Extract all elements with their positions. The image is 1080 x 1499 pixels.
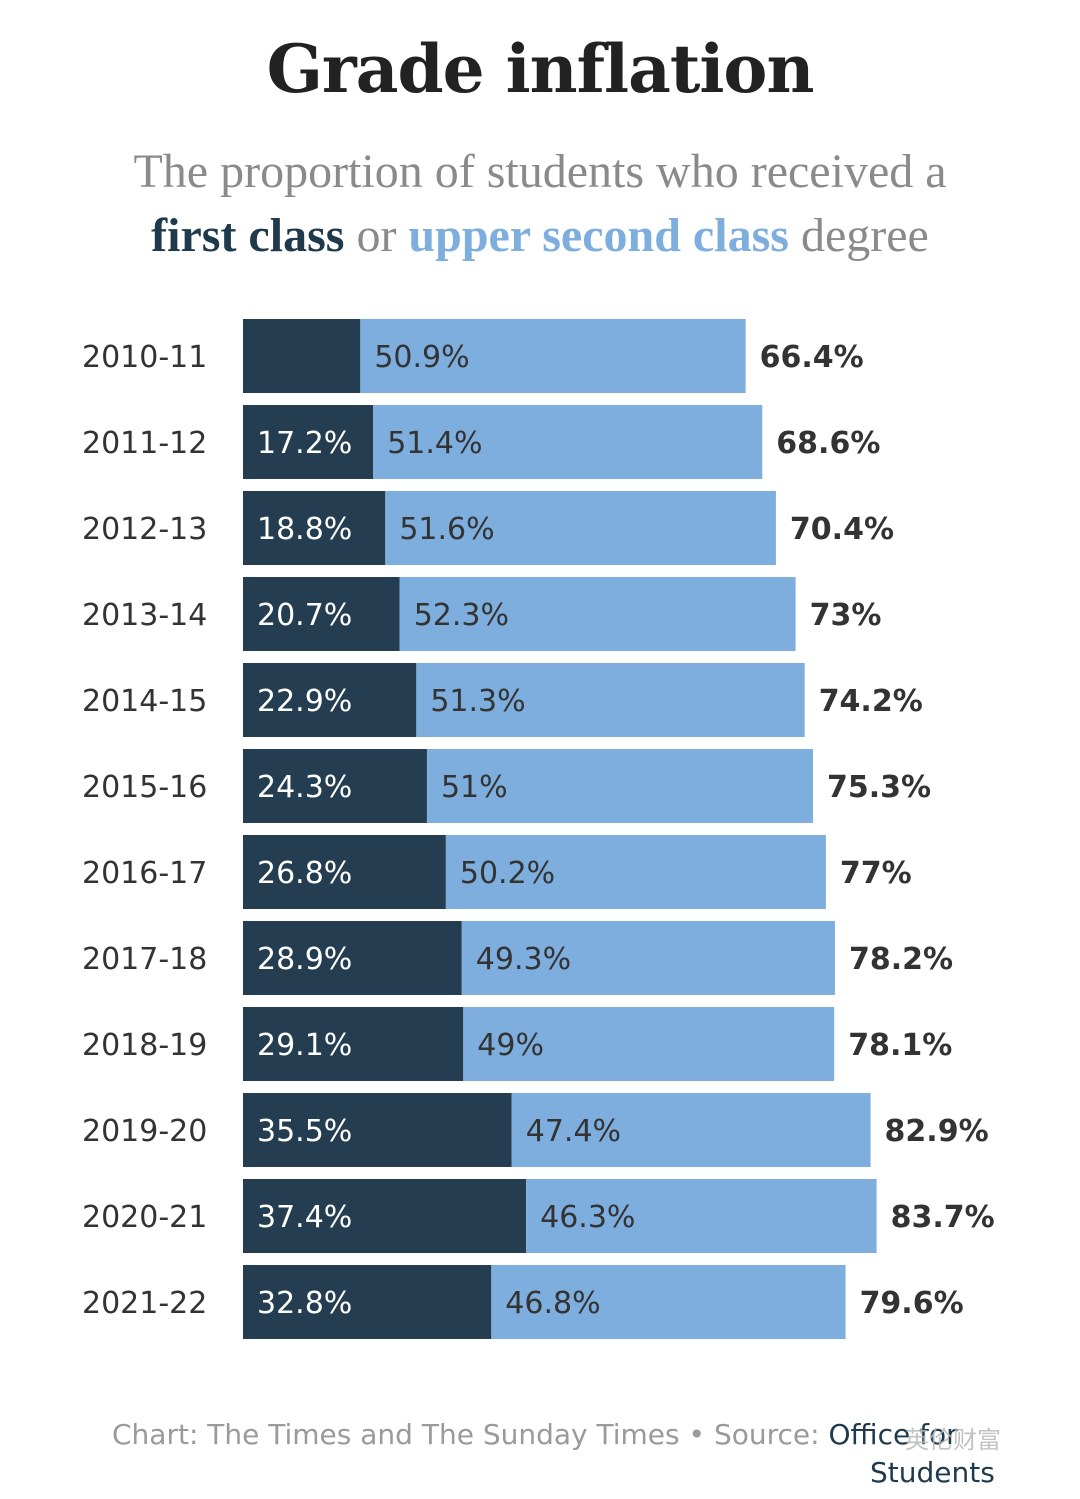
total-value-label: 78.2% bbox=[849, 942, 953, 977]
year-label: 2016-17 bbox=[82, 856, 207, 891]
year-label: 2021-22 bbox=[82, 1286, 207, 1321]
first-class-value-label: 26.8% bbox=[257, 856, 352, 891]
source-label: Source: bbox=[713, 1418, 820, 1451]
bar-upper-second bbox=[416, 663, 805, 737]
bar-first-class bbox=[243, 749, 427, 823]
bar-first-class bbox=[243, 405, 374, 479]
subtitle-or: or bbox=[356, 209, 397, 262]
total-value-label: 66.4% bbox=[760, 340, 864, 375]
bar-first-class bbox=[243, 835, 446, 909]
upper-second-value-label: 47.4% bbox=[526, 1114, 621, 1149]
year-label: 2017-18 bbox=[82, 942, 207, 977]
first-class-value-label: 24.3% bbox=[257, 770, 352, 805]
footer-separator: • bbox=[688, 1418, 706, 1451]
upper-second-value-label: 49.3% bbox=[476, 942, 571, 977]
chart-subtitle: The proportion of students who received … bbox=[60, 140, 1020, 268]
source-link[interactable]: Office for bbox=[828, 1418, 958, 1451]
source-link-continued[interactable]: Students bbox=[870, 1456, 995, 1489]
total-value-label: 75.3% bbox=[827, 770, 931, 805]
bar-upper-second bbox=[426, 749, 814, 823]
bar-first-class bbox=[243, 319, 361, 393]
upper-second-value-label: 50.9% bbox=[374, 340, 469, 375]
year-label: 2013-14 bbox=[82, 598, 207, 633]
first-class-value-label: 20.7% bbox=[257, 598, 352, 633]
year-label: 2015-16 bbox=[82, 770, 207, 805]
bar-upper-second bbox=[360, 319, 746, 393]
bar-first-class bbox=[243, 921, 462, 995]
upper-second-value-label: 51% bbox=[441, 770, 508, 805]
upper-second-value-label: 46.8% bbox=[505, 1286, 600, 1321]
total-value-label: 74.2% bbox=[819, 684, 923, 719]
total-value-label: 70.4% bbox=[790, 512, 894, 547]
total-value-label: 82.9% bbox=[885, 1114, 989, 1149]
bar-upper-second bbox=[445, 835, 826, 909]
upper-second-value-label: 46.3% bbox=[540, 1200, 635, 1235]
upper-second-value-label: 50.2% bbox=[460, 856, 555, 891]
upper-second-value-label: 49% bbox=[477, 1028, 544, 1063]
year-label: 2019-20 bbox=[82, 1114, 207, 1149]
subtitle-text: The proportion of students who received … bbox=[133, 145, 947, 198]
upper-second-value-label: 51.4% bbox=[387, 426, 482, 461]
bar-first-class bbox=[243, 577, 400, 651]
year-label: 2012-13 bbox=[82, 512, 207, 547]
subtitle-first-class: first class bbox=[151, 209, 345, 262]
bar-upper-second bbox=[526, 1179, 877, 1253]
bar-first-class bbox=[243, 1007, 464, 1081]
stacked-bar-chart: 2010-11 50.9% 66.4% 2011-12 17.2% 51.4% 68.6% 2… bbox=[82, 319, 995, 1339]
year-label: 2020-21 bbox=[82, 1200, 207, 1235]
year-label: 2011-12 bbox=[82, 426, 207, 461]
watermark: 英伦财富 bbox=[905, 1426, 1001, 1454]
bar-upper-second bbox=[463, 1007, 835, 1081]
first-class-value-label: 35.5% bbox=[257, 1114, 352, 1149]
total-value-label: 78.1% bbox=[848, 1028, 952, 1063]
upper-second-value-label: 51.3% bbox=[430, 684, 525, 719]
upper-second-value-label: 52.3% bbox=[414, 598, 509, 633]
first-class-value-label: 29.1% bbox=[257, 1028, 352, 1063]
bar-first-class bbox=[243, 491, 386, 565]
bar-upper-second bbox=[511, 1093, 871, 1167]
bar-first-class bbox=[243, 1265, 492, 1339]
year-label: 2010-11 bbox=[82, 340, 207, 375]
bar-upper-second bbox=[491, 1265, 846, 1339]
chart-credit: Chart: The Times and The Sunday Times bbox=[112, 1418, 680, 1451]
total-value-label: 79.6% bbox=[860, 1286, 964, 1321]
subtitle-degree: degree bbox=[800, 209, 929, 262]
total-value-label: 68.6% bbox=[776, 426, 880, 461]
first-class-value-label: 17.2% bbox=[257, 426, 352, 461]
bar-first-class bbox=[243, 1179, 527, 1253]
bar-first-class bbox=[243, 663, 417, 737]
first-class-value-label: 32.8% bbox=[257, 1286, 352, 1321]
first-class-value-label: 22.9% bbox=[257, 684, 352, 719]
upper-second-value-label: 51.6% bbox=[399, 512, 494, 547]
chart-footer: Chart: The Times and The Sunday Times • … bbox=[112, 1418, 958, 1451]
first-class-value-label: 28.9% bbox=[257, 942, 352, 977]
total-value-label: 73% bbox=[810, 598, 882, 633]
total-value-label: 83.7% bbox=[891, 1200, 995, 1235]
bar-upper-second bbox=[461, 921, 835, 995]
first-class-value-label: 18.8% bbox=[257, 512, 352, 547]
bar-first-class bbox=[243, 1093, 512, 1167]
year-label: 2014-15 bbox=[82, 684, 207, 719]
bar-upper-second bbox=[385, 491, 776, 565]
bar-upper-second bbox=[399, 577, 796, 651]
total-value-label: 77% bbox=[840, 856, 912, 891]
first-class-value-label: 37.4% bbox=[257, 1200, 352, 1235]
year-label: 2018-19 bbox=[82, 1028, 207, 1063]
chart-title: Grade inflation bbox=[266, 30, 815, 108]
bar-upper-second bbox=[373, 405, 763, 479]
subtitle-upper-second: upper second class bbox=[408, 209, 789, 262]
